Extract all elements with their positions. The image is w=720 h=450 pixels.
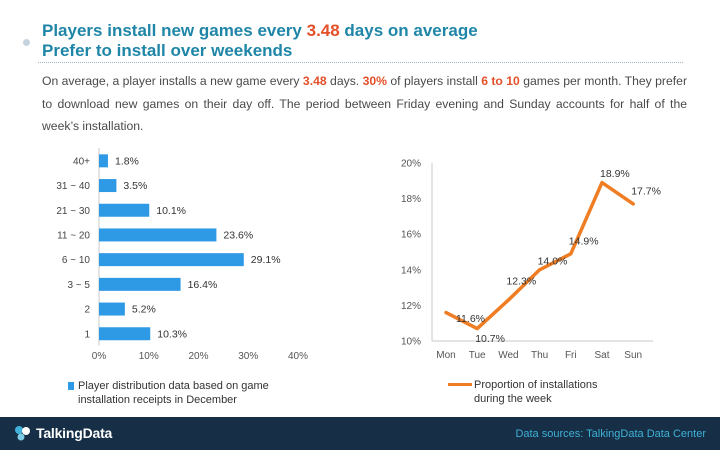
bar-legend-line-2: installation receipts in December xyxy=(78,394,237,406)
installs-per-month-bar-chart: 40+ 1.8% 31 ~ 40 3.5% 21 ~ 30 10.1% 11 ~ 20 23.… xyxy=(56,148,308,362)
bar-chart-legend: Player distribution data based on game i… xyxy=(68,379,269,407)
line-x-tick-label: Sat xyxy=(594,350,609,361)
brand-name: TalkingData xyxy=(36,425,113,441)
weekday-series-line xyxy=(444,180,635,331)
line-x-tick-label: Tue xyxy=(469,350,486,361)
line-value-label: 17.7% xyxy=(631,185,661,197)
bar xyxy=(99,327,151,341)
bar-legend-line-1: Player distribution data based on game xyxy=(78,380,269,392)
line-value-label: 11.6% xyxy=(456,313,485,325)
bar-value-label: 1.8% xyxy=(115,155,139,167)
line-x-tick-label: Wed xyxy=(498,350,518,361)
bar xyxy=(99,154,108,168)
line-x-tick-label: Mon xyxy=(436,350,455,361)
summary-paragraph: On average, a player installs a new game… xyxy=(42,74,687,134)
weekday-install-line-chart: 10% 12% 14% 16% 18% 20% Mon Tue Wed Thu Fri Sat Sun 1… xyxy=(401,159,661,362)
line-y-tick-label: 10% xyxy=(401,337,421,348)
bar xyxy=(99,179,117,193)
footer-bar: TalkingData Data sources: TalkingData Da… xyxy=(0,417,720,450)
line-value-label: 12.3% xyxy=(506,276,536,288)
bar xyxy=(99,277,181,291)
bar xyxy=(99,302,125,316)
line-x-tick-label: Fri xyxy=(565,350,577,361)
bar-category-label: 6 ~ 10 xyxy=(62,255,91,266)
bar xyxy=(99,203,150,217)
bar-x-tick-label: 20% xyxy=(188,351,208,362)
bar xyxy=(99,253,244,267)
line-legend-line-2: during the week xyxy=(474,393,552,405)
line-value-label: 10.7% xyxy=(475,333,505,345)
line-y-tick-label: 16% xyxy=(401,230,421,241)
bar-value-label: 16.4% xyxy=(188,279,218,291)
title-divider xyxy=(38,62,683,63)
line-y-tick-label: 20% xyxy=(401,159,421,170)
data-source: Data sources: TalkingData Data Center xyxy=(515,428,706,440)
title-bullet xyxy=(23,39,30,46)
bar-category-label: 11 ~ 20 xyxy=(57,230,90,241)
title-line-1: Players install new games every 3.48 day… xyxy=(42,21,478,40)
title-highlight: 3.48 xyxy=(306,21,340,40)
bar-value-label: 29.1% xyxy=(251,254,281,266)
bar-category-label: 31 ~ 40 xyxy=(56,181,90,192)
bar-x-tick-label: 10% xyxy=(139,351,159,362)
brand-logo: TalkingData xyxy=(14,425,112,441)
line-x-tick-label: Sun xyxy=(624,350,642,361)
bar-x-tick-label: 40% xyxy=(288,351,308,362)
line-value-label: 14.9% xyxy=(569,235,599,247)
line-value-label: 14.0% xyxy=(538,255,568,267)
bar-category-label: 1 xyxy=(84,329,90,340)
line-legend-line-1: Proportion of installations xyxy=(474,379,598,391)
page-title: Players install new games every 3.48 day… xyxy=(42,21,478,61)
bar-value-label: 23.6% xyxy=(223,229,253,241)
bar-category-label: 2 xyxy=(84,305,90,316)
bar-x-tick-label: 0% xyxy=(92,351,107,362)
bar-value-label: 10.3% xyxy=(157,328,187,340)
talkingdata-logo-icon xyxy=(15,426,30,441)
line-chart-legend: Proportion of installations during the w… xyxy=(448,378,598,406)
bar-category-label: 3 ~ 5 xyxy=(67,280,90,291)
bar-x-tick-label: 30% xyxy=(238,351,258,362)
title-line-2: Prefer to install over weekends xyxy=(42,41,293,60)
bar-category-label: 21 ~ 30 xyxy=(56,206,90,217)
bar-value-label: 10.1% xyxy=(156,205,186,217)
bar-value-label: 5.2% xyxy=(132,304,156,316)
line-y-tick-label: 14% xyxy=(401,265,421,276)
line-y-tick-label: 12% xyxy=(401,301,421,312)
bar-value-label: 3.5% xyxy=(123,180,147,192)
bar xyxy=(99,228,217,242)
line-y-tick-label: 18% xyxy=(401,194,421,205)
bar-category-label: 40+ xyxy=(73,156,90,167)
line-value-label: 18.9% xyxy=(600,168,630,180)
line-x-tick-label: Thu xyxy=(531,350,548,361)
line-legend-swatch xyxy=(448,383,472,386)
bar-legend-swatch xyxy=(68,382,74,390)
